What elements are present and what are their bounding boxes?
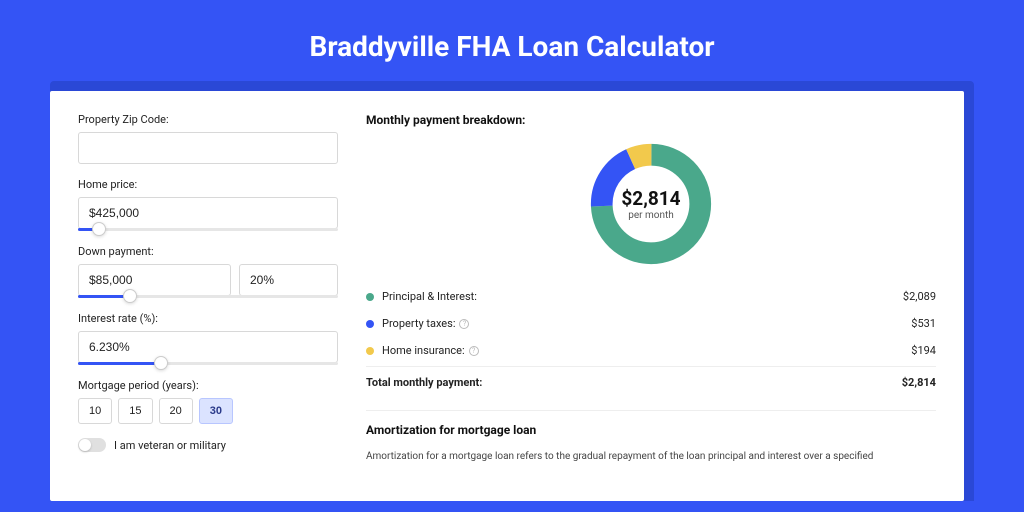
legend-row-1: Property taxes: ?$531 — [366, 310, 936, 337]
legend-dot — [366, 320, 374, 328]
legend-value: $194 — [911, 344, 936, 357]
zip-input[interactable] — [78, 132, 338, 164]
period-field: Mortgage period (years): 1015 2030 — [78, 379, 338, 424]
amortization-body: Amortization for a mortgage loan refers … — [366, 449, 936, 464]
legend-label: Home insurance: ? — [382, 344, 911, 357]
legend-list: Principal & Interest:$2,089Property taxe… — [366, 283, 936, 364]
info-icon[interactable]: ? — [469, 346, 479, 356]
rate-field: Interest rate (%): — [78, 312, 338, 365]
price-field: Home price: — [78, 178, 338, 231]
donut-chart: $2,814 per month — [366, 139, 936, 269]
info-icon[interactable]: ? — [459, 319, 469, 329]
legend-total-row: Total monthly payment: $2,814 — [366, 366, 936, 396]
donut-sub: per month — [628, 210, 674, 221]
legend-dot — [366, 347, 374, 355]
donut-amount: $2,814 — [621, 187, 680, 210]
down-label: Down payment: — [78, 245, 338, 258]
legend-row-2: Home insurance: ?$194 — [366, 337, 936, 364]
price-slider[interactable] — [78, 228, 338, 231]
down-amount-input[interactable] — [78, 264, 231, 296]
zip-field: Property Zip Code: — [78, 113, 338, 164]
down-pct-input[interactable] — [239, 264, 338, 296]
breakdown-column: Monthly payment breakdown: $2,814 per mo… — [366, 113, 936, 501]
legend-label: Property taxes: ? — [382, 317, 911, 330]
period-btn-30[interactable]: 30 — [199, 398, 233, 424]
form-column: Property Zip Code: Home price: Down paym… — [78, 113, 338, 501]
veteran-row: I am veteran or military — [78, 438, 338, 452]
rate-label: Interest rate (%): — [78, 312, 338, 325]
legend-row-0: Principal & Interest:$2,089 — [366, 283, 936, 310]
amortization-title: Amortization for mortgage loan — [366, 423, 936, 437]
price-label: Home price: — [78, 178, 338, 191]
down-slider[interactable] — [78, 295, 338, 298]
period-label: Mortgage period (years): — [78, 379, 338, 392]
period-btn-20[interactable]: 20 — [159, 398, 193, 424]
breakdown-title: Monthly payment breakdown: — [366, 113, 936, 127]
veteran-toggle[interactable] — [78, 438, 106, 452]
down-field: Down payment: — [78, 245, 338, 298]
legend-value: $2,089 — [903, 290, 936, 303]
veteran-label: I am veteran or military — [114, 439, 226, 452]
page-title: Braddyville FHA Loan Calculator — [0, 0, 1024, 81]
divider — [366, 410, 936, 411]
zip-label: Property Zip Code: — [78, 113, 338, 126]
legend-value: $531 — [911, 317, 936, 330]
rate-slider[interactable] — [78, 362, 338, 365]
calculator-card: Property Zip Code: Home price: Down paym… — [50, 91, 964, 501]
total-value: $2,814 — [902, 376, 936, 389]
card-container: Property Zip Code: Home price: Down paym… — [50, 81, 974, 501]
legend-label: Principal & Interest: — [382, 290, 903, 303]
price-input[interactable] — [78, 197, 338, 229]
total-label: Total monthly payment: — [366, 376, 902, 389]
period-btn-15[interactable]: 15 — [118, 398, 152, 424]
period-btn-10[interactable]: 10 — [78, 398, 112, 424]
rate-input[interactable] — [78, 331, 338, 363]
legend-dot — [366, 293, 374, 301]
